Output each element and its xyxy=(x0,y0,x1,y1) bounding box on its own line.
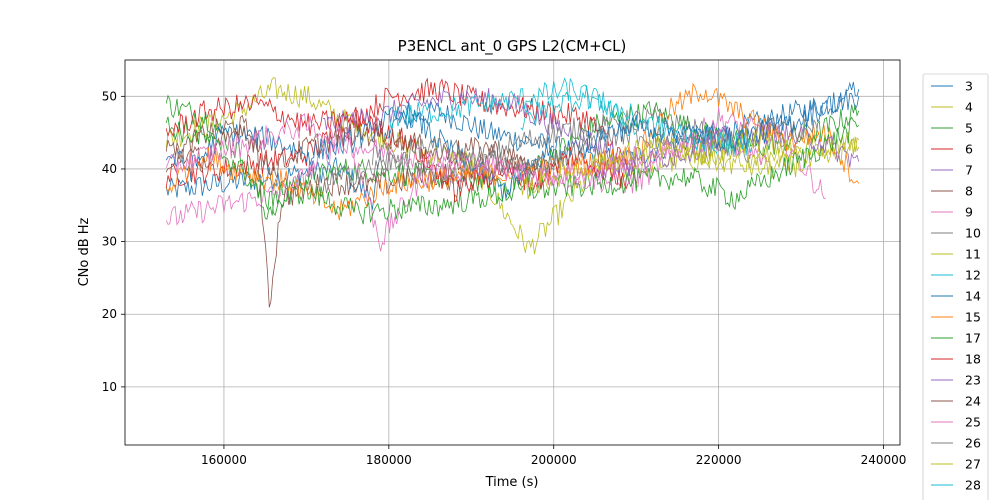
series-line-27 xyxy=(520,129,802,200)
legend-label-4: 4 xyxy=(965,100,973,115)
legend-label-5: 5 xyxy=(965,121,973,136)
legend-label-14: 14 xyxy=(965,289,981,304)
y-tick-label: 10 xyxy=(102,380,117,394)
y-tick-label: 50 xyxy=(102,89,117,103)
chart-title: P3ENCL ant_0 GPS L2(CM+CL) xyxy=(398,37,627,56)
axis-ticks: 160000 180000 200000 220000 240000 10 20 30 40 50 xyxy=(102,89,907,467)
legend-label-8: 8 xyxy=(965,184,973,199)
legend-label-25: 25 xyxy=(965,415,981,430)
legend-label-15: 15 xyxy=(965,310,981,325)
x-tick-label: 200000 xyxy=(531,453,577,467)
legend-label-11: 11 xyxy=(965,247,981,262)
legend-label-28: 28 xyxy=(965,478,981,493)
legend-label-12: 12 xyxy=(965,268,981,283)
x-axis-label: Time (s) xyxy=(485,475,539,490)
x-tick-label: 160000 xyxy=(201,453,247,467)
series-line-12 xyxy=(388,77,637,136)
legend: 3 4 5 6 7 8 9 10 11 12 14 15 17 18 23 24 25 26 27 28 xyxy=(922,73,989,500)
legend-label-6: 6 xyxy=(965,142,973,157)
legend-label-3: 3 xyxy=(965,79,973,94)
series-line-14 xyxy=(165,102,554,201)
y-tick-label: 30 xyxy=(102,235,117,249)
series-line-17 xyxy=(165,116,860,225)
x-tick-label: 220000 xyxy=(696,453,742,467)
legend-box xyxy=(922,73,989,500)
series-line-24 xyxy=(165,120,538,179)
legend-label-27: 27 xyxy=(965,457,981,472)
y-axis-label: CNo dB Hz xyxy=(77,217,92,286)
plot-area-frame xyxy=(124,59,901,446)
legend-label-10: 10 xyxy=(965,226,981,241)
legend-label-24: 24 xyxy=(965,394,981,409)
series-lines xyxy=(165,77,860,308)
series-line-29 xyxy=(586,81,860,153)
legend-label-17: 17 xyxy=(965,331,981,346)
legend-label-23: 23 xyxy=(965,373,981,388)
grid-lines xyxy=(125,60,900,445)
x-tick-label: 180000 xyxy=(366,453,412,467)
x-tick-label: 240000 xyxy=(861,453,907,467)
series-line-9 xyxy=(165,107,826,252)
legend-label-7: 7 xyxy=(965,163,973,178)
legend-label-9: 9 xyxy=(965,205,973,220)
y-tick-label: 40 xyxy=(102,162,117,176)
series-line-6 xyxy=(165,77,637,188)
legend-label-26: 26 xyxy=(965,436,981,451)
y-tick-label: 20 xyxy=(102,307,117,321)
legend-label-18: 18 xyxy=(965,352,981,367)
